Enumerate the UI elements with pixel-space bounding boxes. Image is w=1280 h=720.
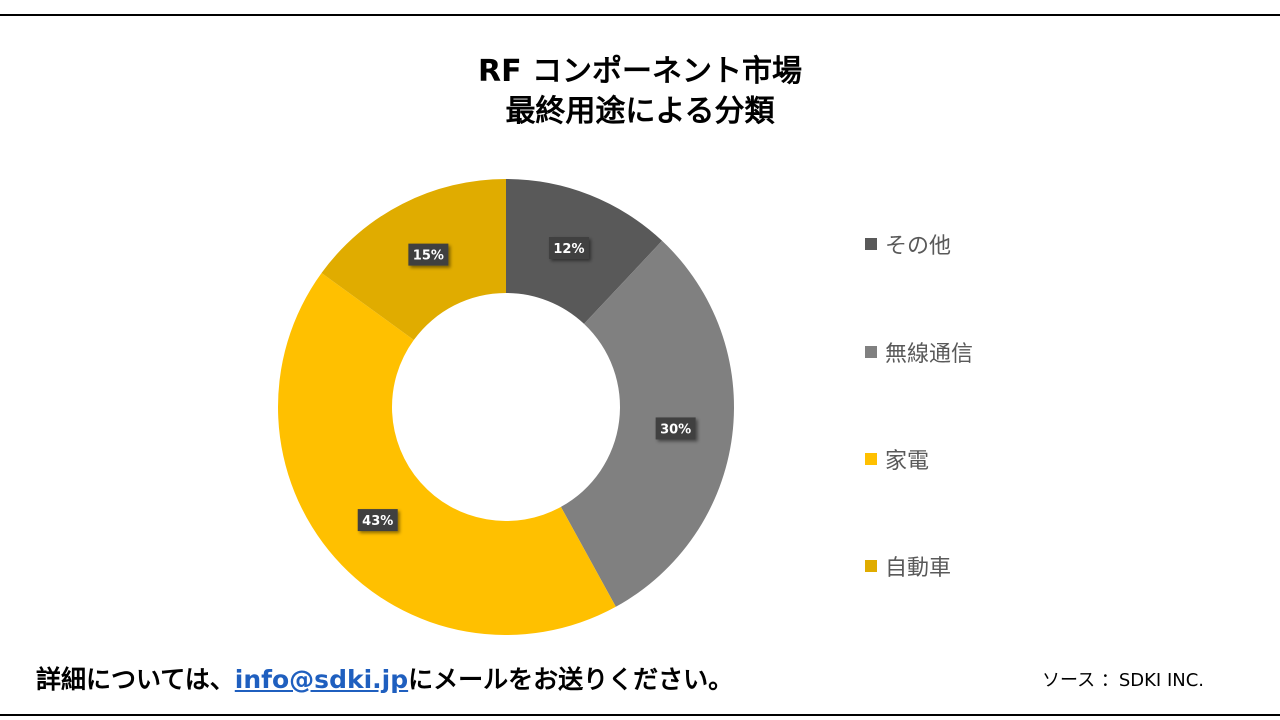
data-label-4: 15% xyxy=(408,243,449,266)
data-label-2: 30% xyxy=(655,417,696,440)
data-label-1: 12% xyxy=(548,237,589,260)
legend-item-1: その他 xyxy=(865,228,951,260)
contact-text: 詳細については、info@sdki.jpにメールをお送りください。 xyxy=(36,660,733,696)
data-label-box xyxy=(357,509,398,532)
legend-swatch xyxy=(865,238,877,250)
data-label-box xyxy=(655,417,696,440)
data-label-text: 30% xyxy=(660,422,691,437)
legend-swatch xyxy=(865,346,877,358)
contact-suffix: にメールをお送りください。 xyxy=(408,665,734,694)
legend-label: その他 xyxy=(885,234,952,259)
data-label-box xyxy=(408,243,449,266)
legend-item-3: 家電 xyxy=(865,443,929,475)
contact-email-link[interactable]: info@sdki.jp xyxy=(234,665,409,694)
legend-swatch xyxy=(865,560,877,572)
contact-prefix: 詳細については、 xyxy=(36,665,235,694)
legend-item-4: 自動車 xyxy=(865,550,951,582)
donut-slice-3 xyxy=(278,272,616,635)
chart-title-line1: RF コンポーネント市場 xyxy=(477,54,803,89)
donut-chart: 12% 30% 43% 15% xyxy=(278,179,734,635)
data-label-box xyxy=(548,237,589,260)
source-text: ソース ：SDKI INC. xyxy=(1042,670,1205,691)
bottom-rule xyxy=(0,714,1280,716)
chart-title: RF コンポーネント市場 最終用途による分類 xyxy=(0,52,1280,132)
donut-slice-2 xyxy=(560,240,734,607)
legend-label: 無線通信 xyxy=(885,342,974,367)
legend-label: 家電 xyxy=(885,449,930,474)
top-rule xyxy=(0,14,1280,16)
data-label-3: 43% xyxy=(357,509,398,532)
legend-item-2: 無線通信 xyxy=(865,336,973,368)
data-label-text: 12% xyxy=(553,242,584,257)
data-label-text: 15% xyxy=(413,249,444,264)
legend-swatch xyxy=(865,453,877,465)
legend-label: 自動車 xyxy=(885,556,952,581)
data-label-text: 43% xyxy=(362,514,393,529)
chart-title-line2: 最終用途による分類 xyxy=(505,94,775,129)
